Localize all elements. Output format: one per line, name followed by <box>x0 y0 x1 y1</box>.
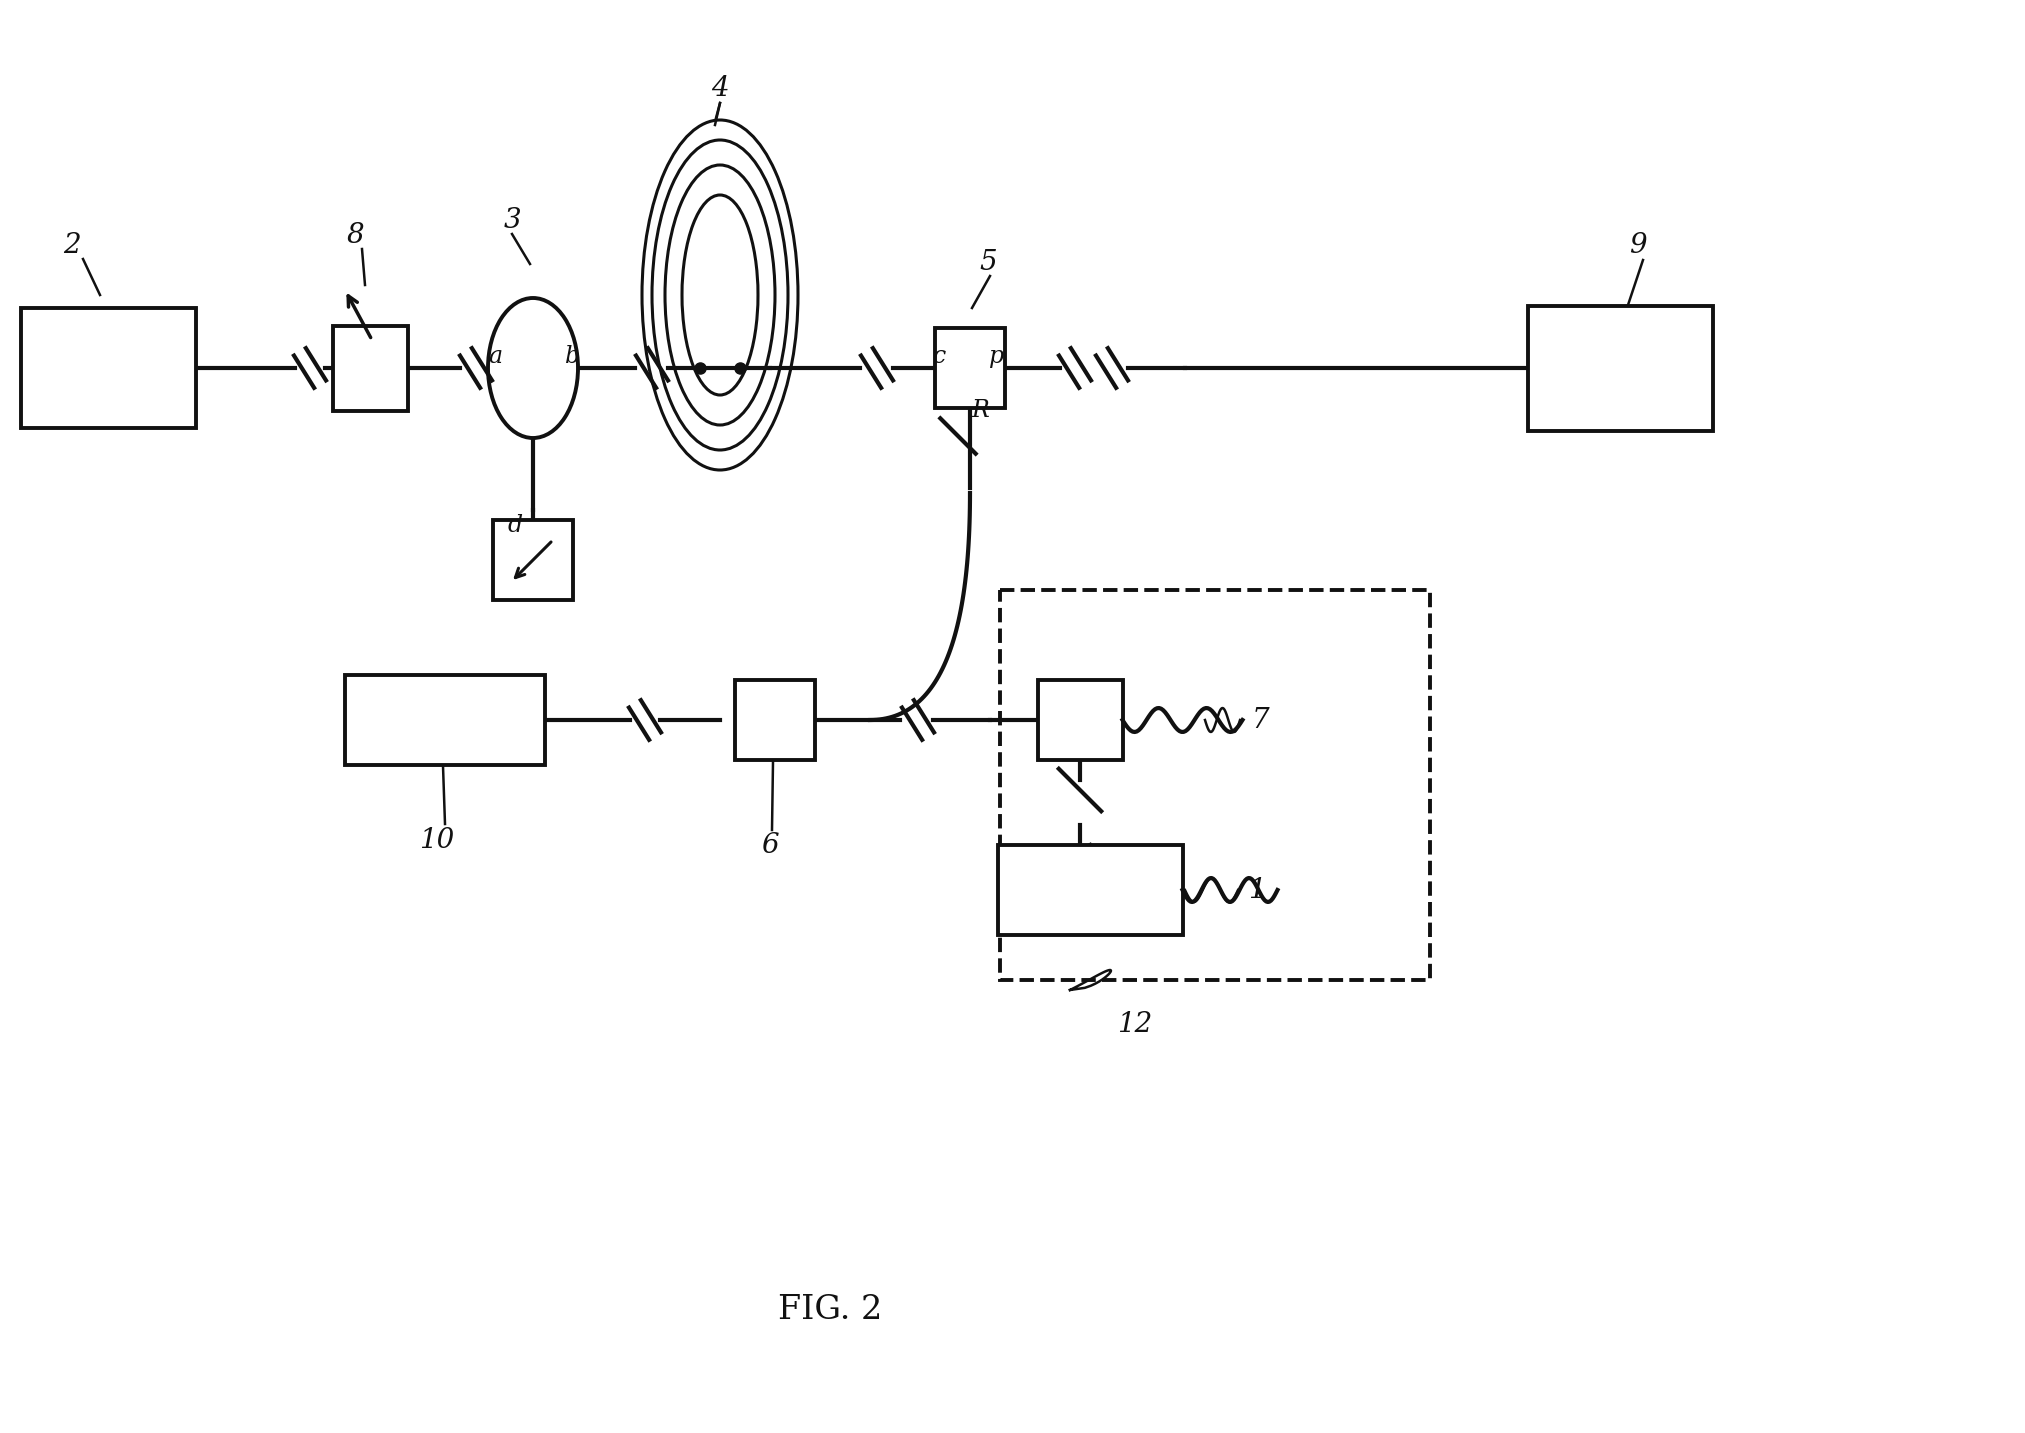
Bar <box>1037 681 1122 759</box>
Text: 6: 6 <box>761 831 780 858</box>
Text: p: p <box>990 344 1004 367</box>
Bar <box>936 328 1004 408</box>
Bar <box>20 308 196 428</box>
Text: b: b <box>565 344 581 367</box>
Bar <box>1527 305 1713 430</box>
Text: 2: 2 <box>63 232 81 258</box>
Text: 3: 3 <box>502 206 520 234</box>
Text: 7: 7 <box>1251 706 1270 734</box>
Text: 4: 4 <box>711 75 729 102</box>
Ellipse shape <box>488 298 577 438</box>
Text: FIG. 2: FIG. 2 <box>778 1294 883 1326</box>
Bar <box>735 681 814 759</box>
Text: 9: 9 <box>1630 232 1646 258</box>
Text: 8: 8 <box>346 222 364 248</box>
Text: a: a <box>488 344 502 367</box>
Text: R: R <box>972 398 988 421</box>
Text: d: d <box>508 513 522 536</box>
Bar <box>1000 590 1430 980</box>
Bar <box>332 325 407 410</box>
Bar <box>344 675 545 765</box>
Bar <box>492 520 573 600</box>
Text: c: c <box>934 344 946 367</box>
Text: 10: 10 <box>419 827 456 854</box>
Text: 1: 1 <box>1247 877 1266 903</box>
Bar <box>998 845 1183 934</box>
Text: 5: 5 <box>980 248 996 275</box>
Text: 12: 12 <box>1118 1012 1152 1039</box>
